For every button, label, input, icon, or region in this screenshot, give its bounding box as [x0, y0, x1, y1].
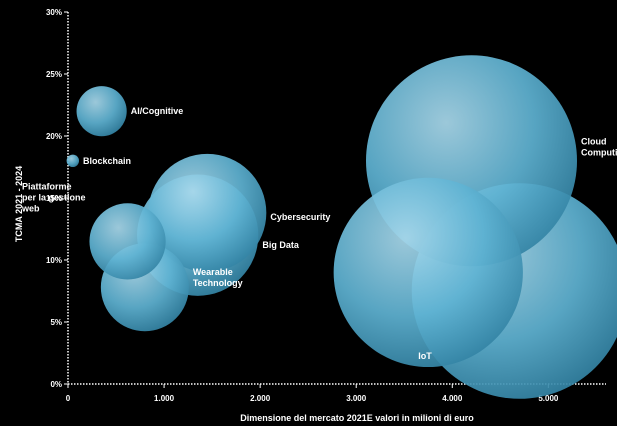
y-axis-title: TCMA 2021 - 2024 [14, 166, 24, 242]
bubble-label: Piattaforme per la gestione web [21, 181, 86, 213]
x-tick-label: 4.000 [442, 394, 463, 403]
bubble-piattaforme-per-la-gestione-web [89, 203, 166, 280]
bubble-label: IoT [418, 351, 432, 361]
y-tick-label: 15% [46, 194, 62, 203]
y-tick-label: 30% [46, 8, 62, 17]
y-tick-label: 25% [46, 70, 62, 79]
y-tick-label: 0% [50, 380, 62, 389]
bubble-iot [333, 177, 523, 368]
bubble-label: Cybersecurity [270, 212, 330, 222]
bubble-label: Blockchain [83, 156, 131, 166]
bubble-blockchain [66, 154, 80, 168]
bubble-cybersecurity [148, 153, 267, 272]
bubble-label: Wearable Technology [193, 267, 243, 288]
y-tick-label: 5% [50, 318, 62, 327]
y-tick-label: 20% [46, 132, 62, 141]
bubbles [66, 55, 617, 399]
x-tick-label: 0 [66, 394, 71, 403]
x-tick-label: 2.000 [250, 394, 271, 403]
x-tick-label: 5.000 [538, 394, 559, 403]
bubble-label: AI/Cognitive [131, 106, 184, 116]
bubble-labels: AI/Cognitive Blockchain Piattaforme per la … [21, 106, 617, 361]
x-tick-label: 3.000 [346, 394, 367, 403]
bubble-label: Big Data [262, 240, 300, 250]
bubble-ai-cognitive [76, 86, 127, 137]
bubble-label: CloudComputing [581, 136, 617, 157]
y-tick-label: 10% [46, 256, 62, 265]
x-axis-title: Dimensione del mercato 2021E valori in m… [240, 413, 474, 423]
x-tick-label: 1.000 [154, 394, 175, 403]
